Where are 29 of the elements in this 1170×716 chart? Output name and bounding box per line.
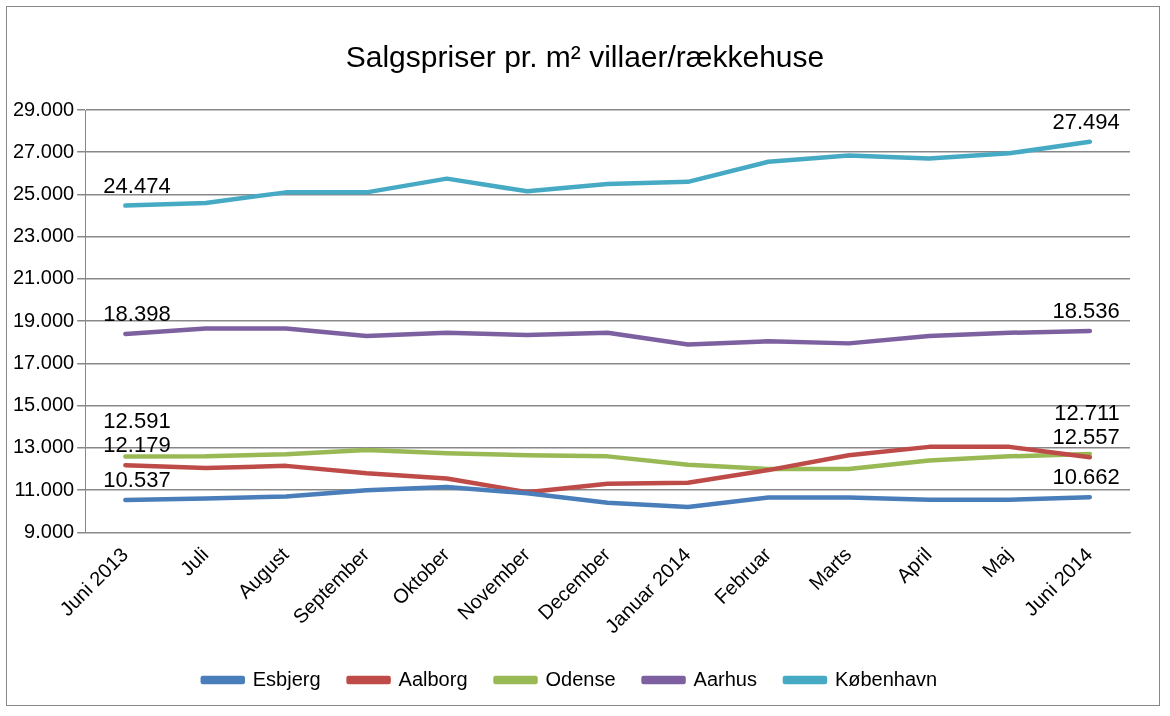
y-tick-label: 13.000: [13, 435, 75, 458]
data-label: 18.398: [103, 300, 171, 326]
y-tick-label: 17.000: [13, 350, 75, 373]
legend-label: Aarhus: [693, 667, 757, 690]
data-label: 10.537: [103, 467, 171, 492]
data-label: 10.662: [1052, 464, 1120, 490]
y-tick-label: 23.000: [13, 224, 75, 247]
data-label: 27.494: [1052, 108, 1120, 134]
data-label: 12.711: [1054, 400, 1120, 426]
legend-label: København: [834, 667, 938, 690]
chart-title: Salgspriser pr. m² villaer/rækkehuse: [344, 40, 826, 74]
data-label: 12.591: [103, 408, 171, 434]
y-tick-label: 27.000: [13, 139, 75, 162]
data-label: 24.474: [103, 172, 171, 198]
x-tick-label: Maj: [977, 543, 1017, 582]
y-tick-label: 29.000: [13, 97, 75, 120]
x-tick-label: Juli: [175, 543, 213, 580]
y-tick-label: 19.000: [13, 308, 75, 331]
legend-label: Aalborg: [398, 667, 468, 690]
y-tick-label: 11.000: [14, 477, 75, 500]
y-tick-label: 15.000: [13, 393, 75, 416]
y-tick-label: 9.000: [24, 519, 75, 542]
y-tick-label: 21.000: [13, 266, 75, 289]
legend-label: Odense: [545, 667, 616, 690]
data-label: 12.179: [103, 432, 171, 458]
y-tick-label: 25.000: [13, 182, 75, 204]
data-label: 12.557: [1052, 424, 1120, 450]
legend-label: Esbjerg: [252, 667, 321, 690]
data-label: 18.536: [1052, 298, 1120, 324]
